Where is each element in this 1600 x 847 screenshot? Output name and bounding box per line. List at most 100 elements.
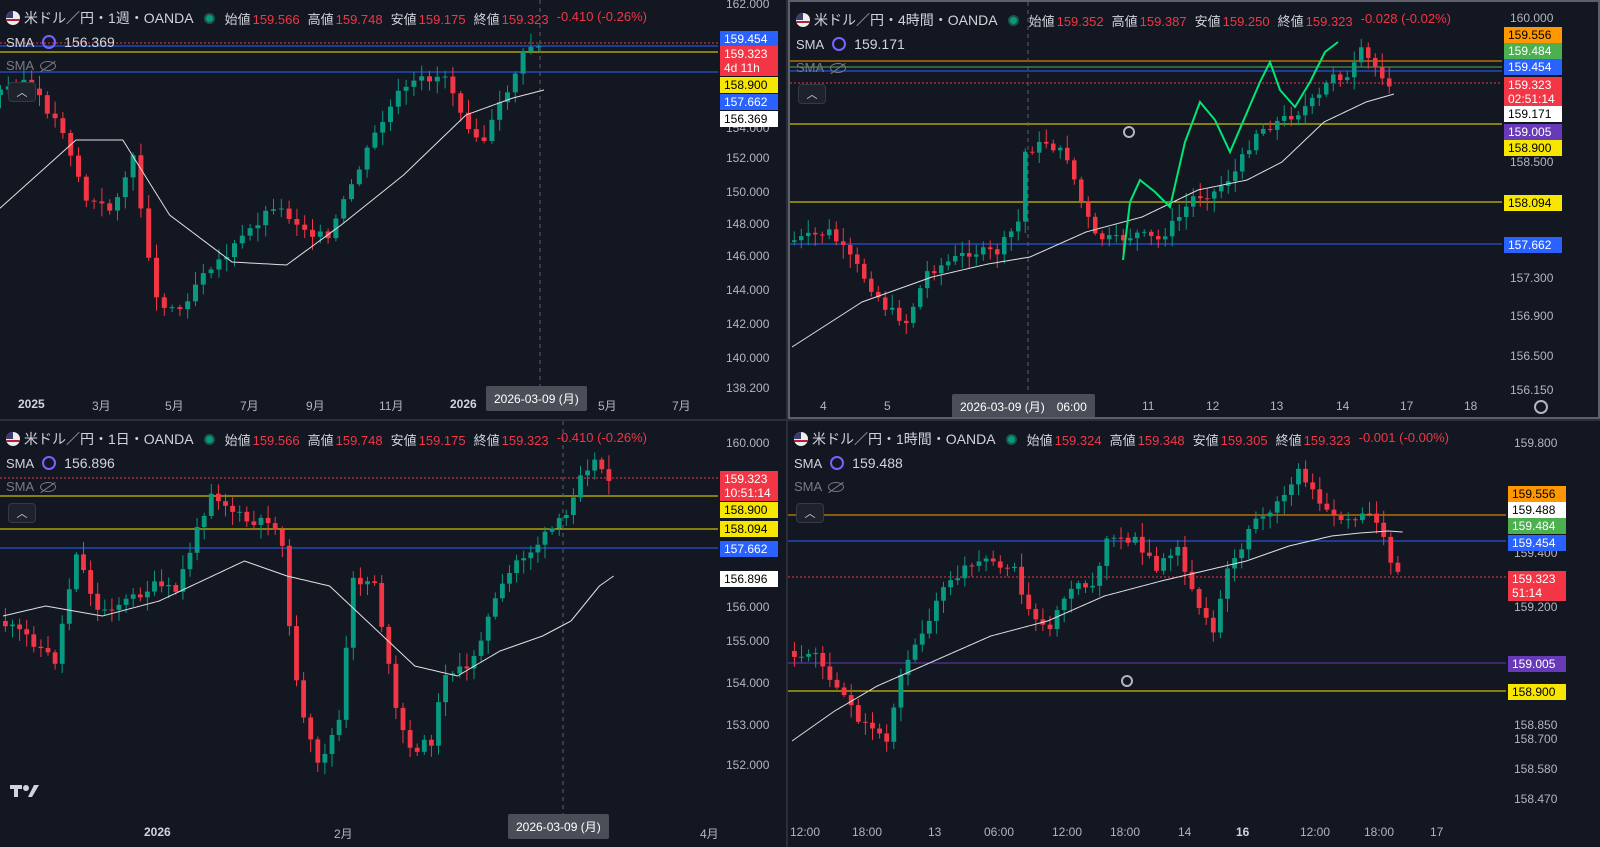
hidden-sma-legend[interactable]: SMA <box>6 479 57 494</box>
price-level-tag[interactable]: 156.896 <box>720 571 778 587</box>
price-level-tag[interactable]: 158.900 <box>1508 684 1566 700</box>
candle-body <box>223 501 228 506</box>
alarm-clock-icon[interactable] <box>1121 675 1133 687</box>
hidden-sma-legend[interactable]: SMA <box>796 60 847 75</box>
gear-icon[interactable] <box>1534 400 1548 414</box>
price-level-tag[interactable]: 159.484 <box>1504 43 1562 59</box>
collapse-legend-button[interactable]: ︿ <box>798 84 826 104</box>
sma-label: SMA <box>6 455 35 471</box>
collapse-legend-button[interactable]: ︿ <box>8 82 36 102</box>
price-level-tag[interactable]: 159.005 <box>1508 656 1566 672</box>
chart-canvas[interactable] <box>0 421 786 847</box>
price-level-tag[interactable]: 159.454 <box>720 31 778 47</box>
price-level-tag[interactable]: 158.094 <box>1504 195 1562 211</box>
price-level-tag[interactable]: 159.323 10:51:14 <box>720 471 778 501</box>
pane-divider-vertical[interactable] <box>786 0 788 847</box>
candle-body <box>109 609 115 611</box>
candle-body <box>1331 74 1336 83</box>
sma-settings-icon[interactable] <box>42 35 57 49</box>
hidden-sma-legend[interactable]: SMA <box>6 58 57 73</box>
symbol-title[interactable]: 米ドル／円・1時間・OANDA <box>812 431 996 447</box>
alarm-clock-icon[interactable] <box>1123 126 1135 138</box>
candle-body <box>1203 607 1209 618</box>
tradingview-logo[interactable] <box>10 782 40 805</box>
candle-body <box>185 301 191 310</box>
price-level-tag[interactable]: 156.369 <box>720 111 778 127</box>
candle-body <box>941 587 946 601</box>
price-level-tag[interactable]: 158.900 <box>720 77 778 93</box>
price-level-tag[interactable]: 157.662 <box>720 541 778 557</box>
price-level-tag[interactable]: 159.323 02:51:14 <box>1504 77 1562 107</box>
chart-canvas[interactable] <box>790 2 1600 419</box>
candle-body <box>792 240 797 242</box>
price-level-tag[interactable]: 159.454 <box>1508 535 1566 551</box>
sma-legend[interactable]: SMA 159.171 <box>796 36 905 52</box>
freehand-drawing[interactable] <box>1122 41 1339 261</box>
eye-hidden-icon[interactable] <box>40 481 57 492</box>
candle-body <box>1240 154 1245 172</box>
chart-pane-daily[interactable]: 米ドル／円・1日・OANDA 始値 159.566 高値 159.748 安値 159… <box>0 421 786 847</box>
collapse-legend-button[interactable]: ︿ <box>8 503 36 523</box>
sma-settings-icon[interactable] <box>42 456 57 470</box>
candle-body <box>1317 489 1323 504</box>
chart-pane-weekly[interactable]: 米ドル／円・1週・OANDA 始値 159.566 高値 159.748 安値 159… <box>0 0 786 419</box>
candle-body <box>1275 120 1280 130</box>
sma-label: SMA <box>796 36 825 52</box>
symbol-title[interactable]: 米ドル／円・1週・OANDA <box>24 10 194 26</box>
price-axis-label: 158.580 <box>1514 762 1558 776</box>
candle-body <box>542 531 548 545</box>
chart-canvas[interactable] <box>788 421 1600 847</box>
candle-body <box>1388 536 1394 563</box>
price-level-tag[interactable]: 158.900 <box>720 502 778 518</box>
price-level-tag[interactable]: 159.454 <box>1504 59 1562 75</box>
crosshair-time-tooltip: 2026-03-09 (月) 06:00 <box>952 394 1095 417</box>
sma-settings-icon[interactable] <box>830 456 845 470</box>
price-level-tag[interactable]: 158.094 <box>720 521 778 537</box>
collapse-legend-button[interactable]: ︿ <box>796 503 824 523</box>
eye-hidden-icon[interactable] <box>40 60 57 71</box>
candle-body <box>457 666 463 674</box>
ohlc-legend: 始値 159.324 高値 159.348 安値 159.305 終値 159.323 … <box>1027 430 1449 449</box>
price-axis-label: 153.000 <box>726 718 770 732</box>
candle-body <box>464 666 470 669</box>
eye-hidden-icon[interactable] <box>830 62 847 73</box>
price-level-tag[interactable]: 159.484 <box>1508 518 1566 534</box>
candle-body <box>386 626 392 664</box>
price-level-tag[interactable]: 159.323 51:14 <box>1508 571 1566 601</box>
eye-hidden-icon[interactable] <box>828 481 845 492</box>
candle-body <box>489 119 495 141</box>
chart-pane-1h[interactable]: 米ドル／円・1時間・OANDA 始値 159.324 高値 159.348 安値 15… <box>788 421 1600 847</box>
price-level-tag[interactable]: 159.005 <box>1504 124 1562 140</box>
symbol-title[interactable]: 米ドル／円・4時間・OANDA <box>814 12 998 28</box>
price-level-tag[interactable]: 159.556 <box>1504 27 1562 43</box>
candle-body <box>478 640 484 656</box>
sma-legend[interactable]: SMA 156.369 <box>6 34 115 50</box>
price-axis-label: 156.000 <box>726 600 770 614</box>
hidden-sma-legend[interactable]: SMA <box>794 479 845 494</box>
price-level-tag[interactable]: 157.662 <box>720 94 778 110</box>
candle-body <box>421 739 427 752</box>
candle-body <box>1156 236 1161 240</box>
candle-body <box>1303 468 1308 483</box>
time-axis-label: 14 <box>1336 399 1350 413</box>
sma-legend[interactable]: SMA 159.488 <box>794 455 903 471</box>
pane-divider-horizontal[interactable] <box>0 419 1600 421</box>
chart-pane-4h[interactable]: 米ドル／円・4時間・OANDA 始値 159.352 高値 159.387 安値 15… <box>788 0 1600 419</box>
price-level-tag[interactable]: 159.488 <box>1508 502 1566 518</box>
candle-body <box>1246 528 1252 550</box>
candle-body <box>161 297 167 308</box>
candle-body <box>379 582 385 627</box>
price-level-tag[interactable]: 158.900 <box>1504 140 1562 156</box>
price-level-tag[interactable]: 159.323 4d 11h <box>720 46 778 76</box>
chart-canvas[interactable] <box>0 0 786 419</box>
candle-body <box>349 184 354 200</box>
price-level-tag[interactable]: 159.556 <box>1508 486 1566 502</box>
close-value: 159.323 <box>501 11 549 27</box>
candle-body <box>813 232 818 235</box>
sma-legend[interactable]: SMA 156.896 <box>6 455 115 471</box>
price-level-tag[interactable]: 157.662 <box>1504 237 1562 253</box>
price-level-tag[interactable]: 159.171 <box>1504 106 1562 122</box>
candle-body <box>1097 565 1103 586</box>
symbol-title[interactable]: 米ドル／円・1日・OANDA <box>24 431 194 447</box>
sma-settings-icon[interactable] <box>832 37 847 51</box>
